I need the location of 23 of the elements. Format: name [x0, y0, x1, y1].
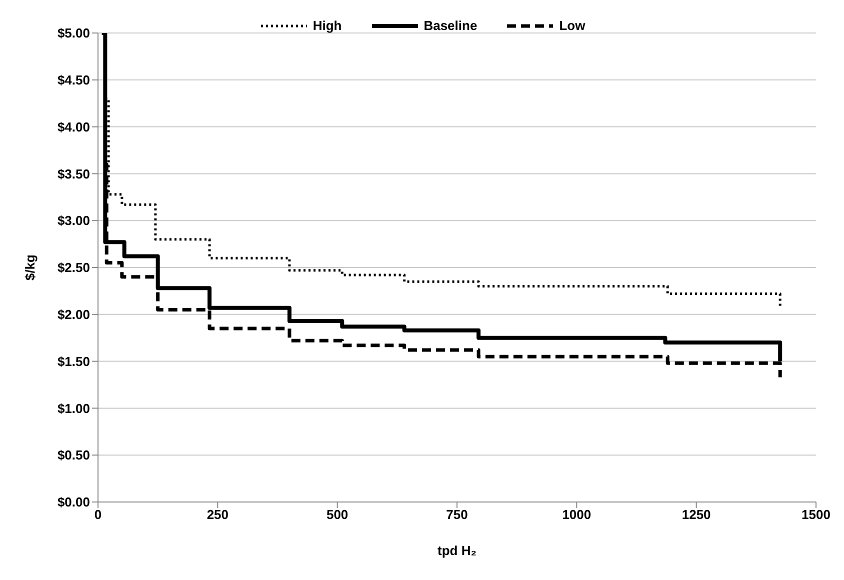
y-tick-label: $2.50	[57, 260, 90, 276]
x-axis-title: tpd H₂	[438, 543, 477, 558]
legend-label: Baseline	[424, 18, 478, 33]
y-axis-title: $/kg	[22, 254, 38, 281]
x-tick-label: 500	[326, 507, 348, 522]
y-tick-label: $1.00	[57, 400, 90, 416]
y-tick-label: $4.00	[57, 119, 90, 134]
x-tick-label: 1000	[562, 507, 592, 522]
legend-label: Low	[559, 18, 586, 33]
y-tick-label: $3.00	[57, 213, 90, 228]
y-tick-label: $5.00	[57, 26, 90, 41]
y-tick-label: $0.50	[57, 448, 90, 463]
x-tick-label: 1500	[802, 507, 830, 522]
y-tick-label: $4.50	[57, 72, 90, 88]
y-tick-label: $2.00	[57, 307, 90, 322]
y-tick-label: $3.50	[57, 166, 90, 182]
y-tick-label: $0.00	[57, 494, 90, 510]
x-tick-label: 750	[446, 507, 468, 522]
legend-label: High	[312, 18, 342, 33]
x-tick-label: 250	[206, 507, 229, 522]
x-tick-label: 1250	[682, 507, 711, 522]
x-tick-label: 0	[94, 507, 102, 522]
y-tick-label: $1.50	[57, 354, 90, 369]
